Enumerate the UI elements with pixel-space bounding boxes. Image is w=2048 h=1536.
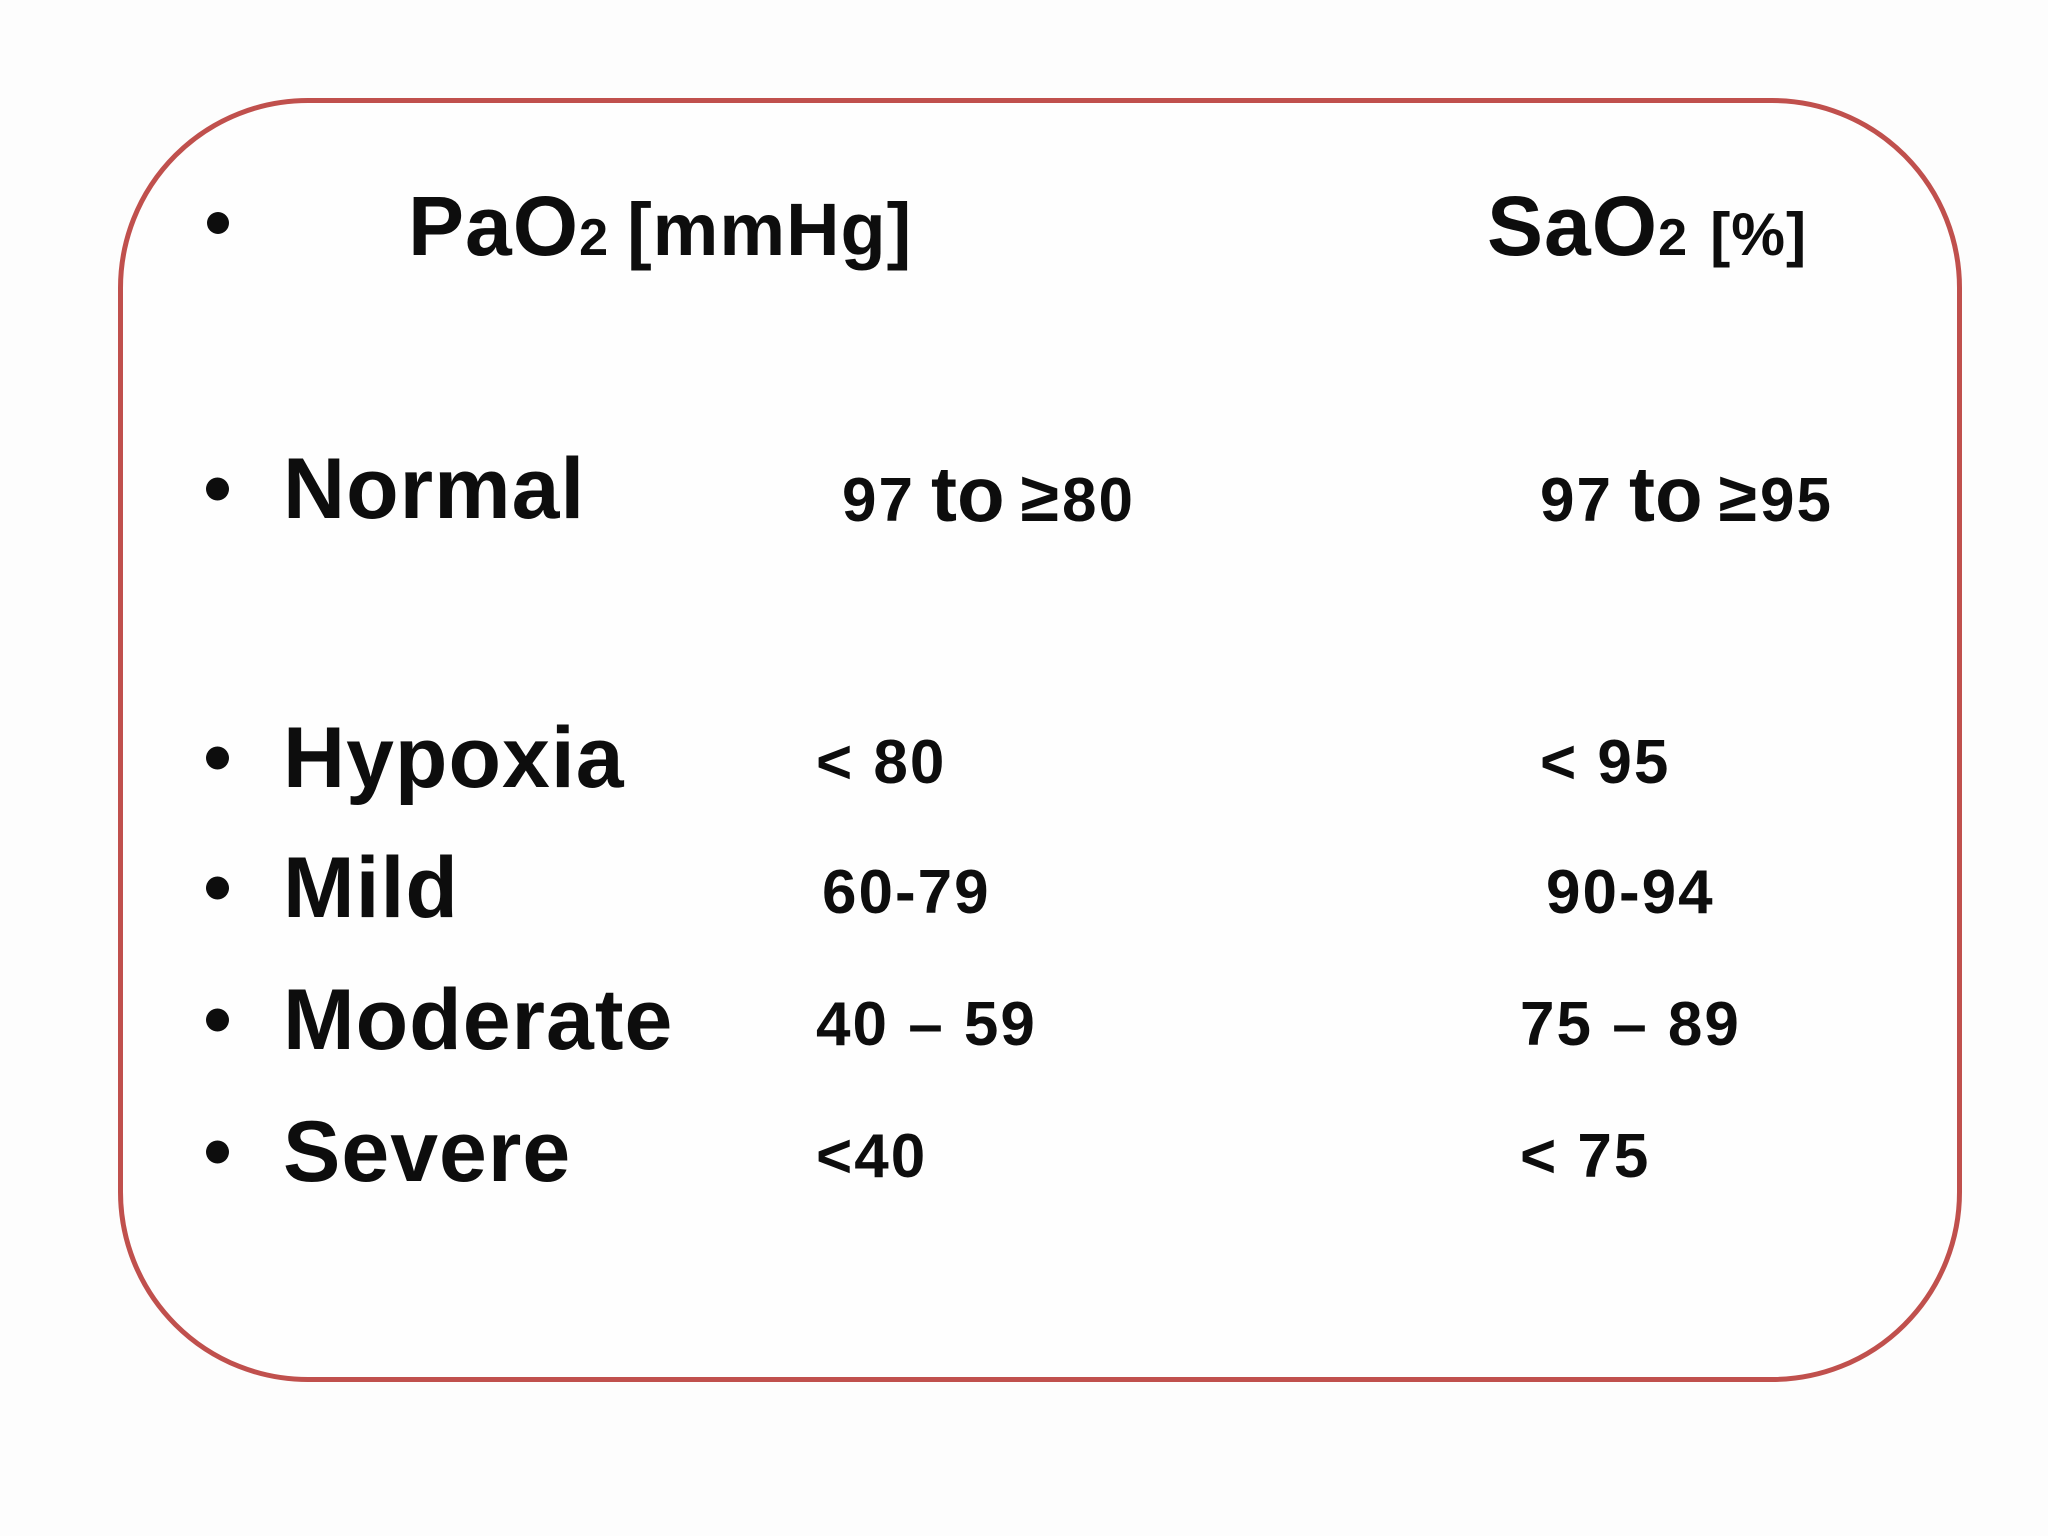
moderate-pao2-value: 40 – 59 — [816, 990, 1037, 1059]
range-connector: to — [930, 450, 1005, 538]
pao2-subscript: 2 — [579, 209, 610, 267]
row-label-normal: Normal — [283, 441, 586, 537]
pao2-unit: [mmHg] — [627, 188, 913, 271]
moderate-sao2-value: 75 – 89 — [1520, 990, 1741, 1059]
pao2-low: 97 — [842, 466, 915, 535]
greater-equal-symbol: ≥ — [1718, 458, 1758, 536]
bullet-icon — [206, 876, 229, 900]
sao2-subscript: 2 — [1658, 209, 1689, 267]
severe-pao2-value: <40 — [816, 1122, 928, 1191]
pao2-high: 80 — [1062, 466, 1135, 535]
sao2-unit: [%] — [1710, 200, 1808, 268]
bullet-icon — [207, 212, 229, 234]
row-label-mild: Mild — [283, 840, 459, 936]
bullet-icon — [206, 477, 229, 501]
row-label-hypoxia: Hypoxia — [283, 710, 625, 806]
hypoxia-pao2-value: < 80 — [816, 728, 947, 797]
row-label-severe: Severe — [283, 1104, 572, 1200]
normal-pao2-value: 97 to ≥80 — [842, 455, 1135, 533]
bullet-icon — [206, 1008, 229, 1032]
sao2-label: SaO — [1487, 179, 1659, 273]
pao2-label: PaO — [408, 179, 580, 273]
greater-equal-symbol: ≥ — [1020, 458, 1060, 536]
bullet-icon — [206, 1140, 229, 1164]
sao2-high: 95 — [1760, 466, 1833, 535]
bullet-icon — [206, 746, 229, 770]
pao2-column-header: PaO2 [mmHg] — [408, 184, 912, 268]
sao2-column-header: SaO2 [%] — [1487, 184, 1807, 268]
hypoxia-sao2-value: < 95 — [1540, 728, 1671, 797]
mild-pao2-value: 60-79 — [822, 858, 991, 927]
sao2-low: 97 — [1540, 466, 1613, 535]
severe-sao2-value: < 75 — [1520, 1122, 1651, 1191]
range-connector: to — [1628, 450, 1703, 538]
row-label-moderate: Moderate — [283, 972, 674, 1068]
normal-sao2-value: 97 to ≥95 — [1540, 455, 1833, 533]
table-panel — [118, 98, 1962, 1382]
mild-sao2-value: 90-94 — [1546, 858, 1715, 927]
